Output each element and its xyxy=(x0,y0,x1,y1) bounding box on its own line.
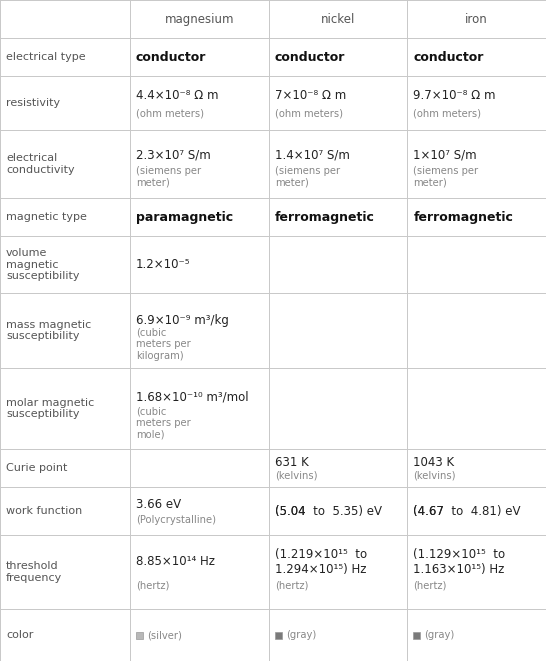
Text: conductor: conductor xyxy=(136,50,206,63)
Text: nickel: nickel xyxy=(321,13,355,26)
Text: (ohm meters): (ohm meters) xyxy=(413,108,482,118)
Text: (siemens per
meter): (siemens per meter) xyxy=(136,166,201,187)
Text: (silver): (silver) xyxy=(147,630,182,641)
Text: (siemens per
meter): (siemens per meter) xyxy=(413,166,478,187)
Text: (cubic
meters per
mole): (cubic meters per mole) xyxy=(136,407,191,440)
Text: (ohm meters): (ohm meters) xyxy=(136,108,204,118)
Text: mass magnetic
susceptibility: mass magnetic susceptibility xyxy=(6,320,91,341)
Text: 3.66 eV: 3.66 eV xyxy=(136,498,181,511)
Text: magnesium: magnesium xyxy=(164,13,234,26)
Text: 4.4×10⁻⁸ Ω m: 4.4×10⁻⁸ Ω m xyxy=(136,89,218,102)
Text: 7×10⁻⁸ Ω m: 7×10⁻⁸ Ω m xyxy=(275,89,346,102)
Text: (1.129×10¹⁵  to
1.163×10¹⁵) Hz: (1.129×10¹⁵ to 1.163×10¹⁵) Hz xyxy=(413,548,506,576)
Text: iron: iron xyxy=(465,13,488,26)
Text: (kelvins): (kelvins) xyxy=(413,470,456,480)
Text: 1043 K: 1043 K xyxy=(413,457,454,469)
Text: magnetic type: magnetic type xyxy=(6,212,87,222)
Text: (1.219×10¹⁵  to
1.294×10¹⁵) Hz: (1.219×10¹⁵ to 1.294×10¹⁵) Hz xyxy=(275,548,367,576)
Text: electrical type: electrical type xyxy=(6,52,86,62)
Text: 1.68×10⁻¹⁰ m³/mol: 1.68×10⁻¹⁰ m³/mol xyxy=(136,391,248,404)
Text: conductor: conductor xyxy=(275,50,345,63)
Text: (hertz): (hertz) xyxy=(275,580,308,591)
Text: resistivity: resistivity xyxy=(6,98,60,108)
Text: (siemens per
meter): (siemens per meter) xyxy=(275,166,340,187)
Text: (gray): (gray) xyxy=(286,630,316,641)
Text: (5.04: (5.04 xyxy=(275,504,313,518)
Text: ferromagnetic: ferromagnetic xyxy=(413,211,513,223)
Bar xyxy=(275,632,282,639)
Bar xyxy=(413,632,420,639)
Text: electrical
conductivity: electrical conductivity xyxy=(6,153,75,175)
Text: Curie point: Curie point xyxy=(6,463,67,473)
Text: (hertz): (hertz) xyxy=(413,580,447,591)
Text: 2.3×10⁷ S/m: 2.3×10⁷ S/m xyxy=(136,148,211,161)
Text: 9.7×10⁻⁸ Ω m: 9.7×10⁻⁸ Ω m xyxy=(413,89,496,102)
Text: (kelvins): (kelvins) xyxy=(275,470,317,480)
Text: (4.67: (4.67 xyxy=(413,504,452,518)
Text: work function: work function xyxy=(6,506,82,516)
Text: (Polycrystalline): (Polycrystalline) xyxy=(136,515,216,525)
Text: 1.2×10⁻⁵: 1.2×10⁻⁵ xyxy=(136,258,191,271)
Text: (gray): (gray) xyxy=(424,630,455,641)
Text: (cubic
meters per
kilogram): (cubic meters per kilogram) xyxy=(136,327,191,361)
Text: (ohm meters): (ohm meters) xyxy=(275,108,343,118)
Text: (4.67  to  4.81) eV: (4.67 to 4.81) eV xyxy=(413,504,521,518)
Text: (5.04  to  5.35) eV: (5.04 to 5.35) eV xyxy=(275,504,382,518)
Text: threshold
frequency: threshold frequency xyxy=(6,561,62,583)
Text: molar magnetic
susceptibility: molar magnetic susceptibility xyxy=(6,398,94,419)
Text: 1.4×10⁷ S/m: 1.4×10⁷ S/m xyxy=(275,148,349,161)
Text: paramagnetic: paramagnetic xyxy=(136,211,233,223)
Text: 6.9×10⁻⁹ m³/kg: 6.9×10⁻⁹ m³/kg xyxy=(136,313,229,327)
Text: (hertz): (hertz) xyxy=(136,580,169,591)
Text: ferromagnetic: ferromagnetic xyxy=(275,211,375,223)
Text: 631 K: 631 K xyxy=(275,457,308,469)
Text: 1×10⁷ S/m: 1×10⁷ S/m xyxy=(413,148,477,161)
Text: 8.85×10¹⁴ Hz: 8.85×10¹⁴ Hz xyxy=(136,555,215,568)
Text: color: color xyxy=(6,630,33,641)
Bar xyxy=(136,632,143,639)
Text: conductor: conductor xyxy=(413,50,484,63)
Text: volume
magnetic
susceptibility: volume magnetic susceptibility xyxy=(6,248,80,282)
